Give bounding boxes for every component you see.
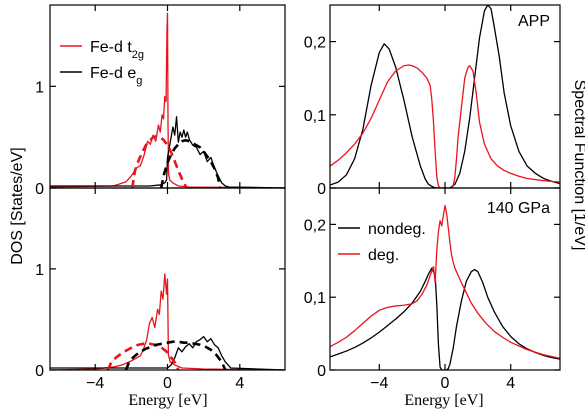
panel-left_bottom: −4 0 4 0 1 (35, 187, 286, 392)
panel-right_bottom: −4 0 4 0 0,1 0,2 140 GPa nondeg. deg. (304, 187, 561, 392)
x-tick-label: −4 (370, 375, 388, 392)
series-line-right_bottom-1 (330, 204, 560, 359)
panel-annotation: 140 GPa (487, 200, 550, 217)
right-y-axis-label: Spectral Function [1/eV] (571, 80, 585, 251)
y-tick-label: 0,2 (304, 35, 326, 52)
y-tick-label: 0,1 (304, 108, 326, 125)
series-line-left_bottom-2 (106, 342, 180, 370)
series-line-left_top-0 (50, 12, 285, 188)
panels: 0 1 Fe-d t2g Fe-d eg −4 0 4 0 1 0 0,1 0,2 APP −4 0 4 0 0,… (35, 4, 561, 392)
series-line-left_top-3 (159, 138, 222, 188)
legend-label: nondeg. (368, 221, 426, 238)
legend-label: Fe-d eg (90, 65, 142, 87)
y-tick-label: 0 (35, 181, 44, 198)
x-tick-label: 4 (506, 375, 515, 392)
series-line-left_top-2 (130, 134, 188, 188)
panel-annotation: APP (518, 13, 550, 30)
x-tick-label: 0 (163, 375, 172, 392)
y-tick-label: 0,2 (304, 217, 326, 234)
y-tick-label: 0 (317, 363, 326, 380)
plot-frame (329, 4, 561, 189)
series-line-left_bottom-0 (50, 273, 285, 370)
panel-left_top: 0 1 Fe-d t2g Fe-d eg (35, 4, 286, 198)
y-tick-label: 1 (35, 262, 44, 279)
y-tick-label: 0 (35, 363, 44, 380)
legend-label: Fe-d t2g (90, 39, 144, 61)
series-line-left_bottom-1 (50, 335, 285, 370)
x-tick-label: −4 (86, 375, 104, 392)
series-line-left_bottom-3 (124, 340, 227, 370)
series-line-right_top-1 (330, 64, 560, 188)
left-x-axis-label: Energy [eV] (128, 392, 207, 409)
legend-label: deg. (368, 247, 399, 264)
x-tick-label: 0 (441, 375, 450, 392)
y-tick-label: 1 (35, 79, 44, 96)
left-y-axis-label: DOS [States/eV] (9, 147, 26, 264)
series-line-right_top-0 (330, 5, 560, 188)
y-tick-label: 0 (317, 181, 326, 198)
y-tick-label: 0,1 (304, 290, 326, 307)
right-x-axis-label: Energy [eV] (404, 392, 483, 409)
series-line-right_bottom-0 (330, 267, 560, 370)
x-tick-label: 4 (235, 375, 244, 392)
panel-right_top: 0 0,1 0,2 APP (304, 4, 561, 198)
